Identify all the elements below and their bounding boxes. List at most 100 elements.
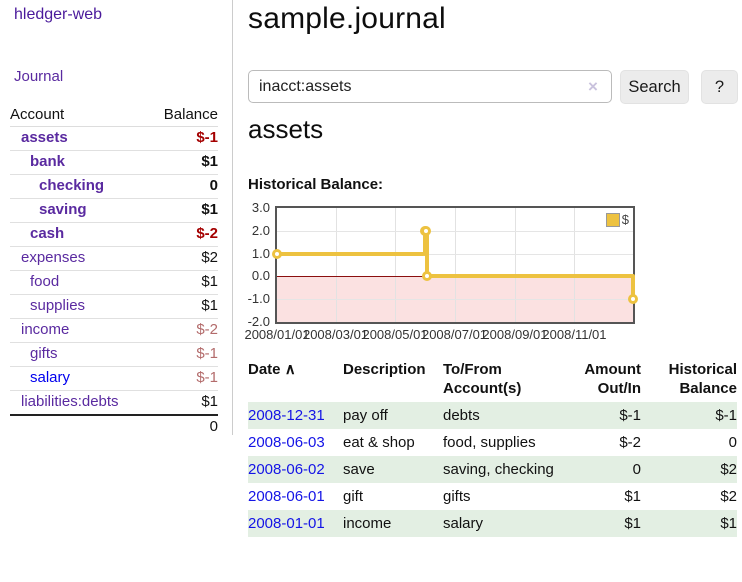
gridline-horizontal [277, 299, 633, 301]
account-link[interactable]: salary [30, 369, 71, 386]
chart-legend: $ [605, 212, 629, 227]
account-link[interactable]: income [21, 321, 70, 338]
sidebar-item-journal[interactable]: Journal [14, 68, 64, 85]
chart-line-segment [631, 274, 635, 302]
y-tick-label: -2.0 [247, 314, 270, 329]
x-tick-label: 2008/11/01 [542, 327, 607, 342]
account-balance: $1 [201, 297, 218, 314]
chart-line-segment [427, 274, 633, 279]
account-link[interactable]: supplies [30, 297, 86, 314]
register-table: Date ∧ Description To/From Account(s) Am… [248, 358, 737, 537]
gridline-horizontal [277, 253, 633, 255]
data-point-marker [272, 248, 282, 259]
register-date-cell: 2008-01-01 [248, 510, 343, 537]
balance-column-header: Balance [163, 106, 218, 123]
account-balance: 0 [209, 177, 218, 194]
account-balance: $-2 [196, 225, 218, 242]
x-tick-label: 2008/01/01 [244, 327, 310, 342]
register-date-cell: 2008-12-31 [248, 402, 343, 429]
transaction-date-link[interactable]: 2008-01-01 [248, 515, 325, 532]
transaction-date-link[interactable]: 2008-12-31 [248, 407, 325, 424]
y-tick-label: 3.0 [251, 200, 270, 215]
historical-balance-chart: $ [272, 206, 638, 324]
register-date-cell: 2008-06-02 [248, 456, 343, 483]
transaction-date-link[interactable]: 2008-06-03 [248, 434, 325, 451]
search-input[interactable] [248, 70, 612, 103]
account-link[interactable]: food [30, 273, 60, 290]
register-row: 2008-06-02 save saving, checking 0 $2 [248, 456, 737, 483]
register-header-row: Date ∧ Description To/From Account(s) Am… [248, 358, 737, 402]
account-link[interactable]: checking [39, 177, 105, 194]
account-link[interactable]: expenses [21, 249, 86, 266]
app-brand-link[interactable]: hledger-web [14, 6, 103, 23]
account-link[interactable]: saving [39, 201, 87, 218]
account-link[interactable]: cash [30, 225, 65, 242]
account-balance: $-1 [196, 345, 218, 362]
account-row: saving $1 [10, 199, 218, 223]
account-row: bank $1 [10, 151, 218, 175]
register-balance-cell: $1 [641, 510, 737, 537]
register-accounts-cell: saving, checking [443, 456, 573, 483]
register-balance-cell: $-1 [641, 402, 737, 429]
chart-title: Historical Balance: [248, 176, 384, 193]
register-row: 2008-12-31 pay off debts $-1 $-1 [248, 402, 737, 429]
chart-line-segment [425, 228, 430, 279]
register-amount-cell: $1 [624, 488, 641, 505]
account-link[interactable]: bank [30, 153, 66, 170]
account-row: liabilities:debts $1 [10, 391, 218, 414]
register-header-accounts: To/From Account(s) [443, 361, 522, 397]
clear-search-icon[interactable]: × [588, 77, 598, 96]
account-balance: $-1 [196, 129, 218, 146]
register-accounts-cell: debts [443, 402, 573, 429]
register-amount-cell: 0 [573, 456, 641, 483]
gridline-horizontal [277, 230, 633, 232]
account-row: checking 0 [10, 175, 218, 199]
register-date-cell: 2008-06-03 [248, 429, 343, 456]
gridline-vertical [395, 208, 397, 322]
account-row: income $-2 [10, 319, 218, 343]
account-table-header: Account Balance [10, 104, 218, 127]
register-accounts-cell: salary [443, 510, 573, 537]
x-tick-label: 2008/09/01 [482, 327, 548, 342]
x-tick-label: 2008/07/01 [421, 327, 488, 342]
accounts-total-value: 0 [209, 418, 218, 435]
register-header-date: Date ∧ [248, 361, 296, 378]
register-accounts-cell: food, supplies [443, 434, 536, 451]
accounts-total-row: 0 [10, 414, 218, 437]
gridline-vertical [514, 208, 516, 322]
register-balance-cell: $2 [641, 456, 737, 483]
sort-ascending-icon: ∧ [284, 361, 296, 378]
help-button[interactable]: ? [701, 70, 738, 104]
register-balance-cell: $2 [720, 488, 737, 505]
y-tick-label: 0.0 [251, 268, 270, 284]
transaction-date-link[interactable]: 2008-06-02 [248, 461, 325, 478]
account-row: salary $-1 [10, 367, 218, 391]
account-balance: $1 [201, 201, 218, 218]
account-row: food $1 [10, 271, 218, 295]
register-row: 2008-01-01 income salary $1 $1 [248, 510, 737, 537]
register-date-cell: 2008-06-01 [248, 483, 343, 510]
register-amount-cell: $-2 [619, 434, 641, 451]
gridline-vertical [574, 208, 576, 322]
register-row: 2008-06-03 eat & shop food, supplies $-2 0 [248, 429, 737, 456]
account-link[interactable]: assets [21, 129, 68, 146]
transaction-date-link[interactable]: 2008-06-01 [248, 488, 325, 505]
account-row: gifts $-1 [10, 343, 218, 367]
account-link[interactable]: liabilities:debts [21, 393, 119, 410]
register-header-amount: Amount Out/In [584, 361, 641, 397]
register-description-cell: pay off [343, 402, 443, 429]
register-description-cell: gift [343, 488, 364, 505]
account-balance: $1 [201, 273, 218, 290]
account-row: supplies $1 [10, 295, 218, 319]
account-link[interactable]: gifts [30, 345, 58, 362]
legend-swatch [605, 212, 620, 227]
register-header-balance: Historical Balance [668, 361, 737, 397]
register-header-description: Description [343, 361, 426, 378]
gridline-vertical [335, 208, 337, 322]
register-description-cell: eat & shop [343, 434, 415, 451]
account-tree-table: Account Balance assets $-1 bank $1 checking 0… [10, 104, 218, 437]
register-accounts-cell: gifts [443, 488, 471, 505]
register-description-cell: save [343, 456, 443, 483]
y-tick-label: 2.0 [251, 222, 270, 238]
search-button[interactable]: Search [620, 70, 689, 104]
